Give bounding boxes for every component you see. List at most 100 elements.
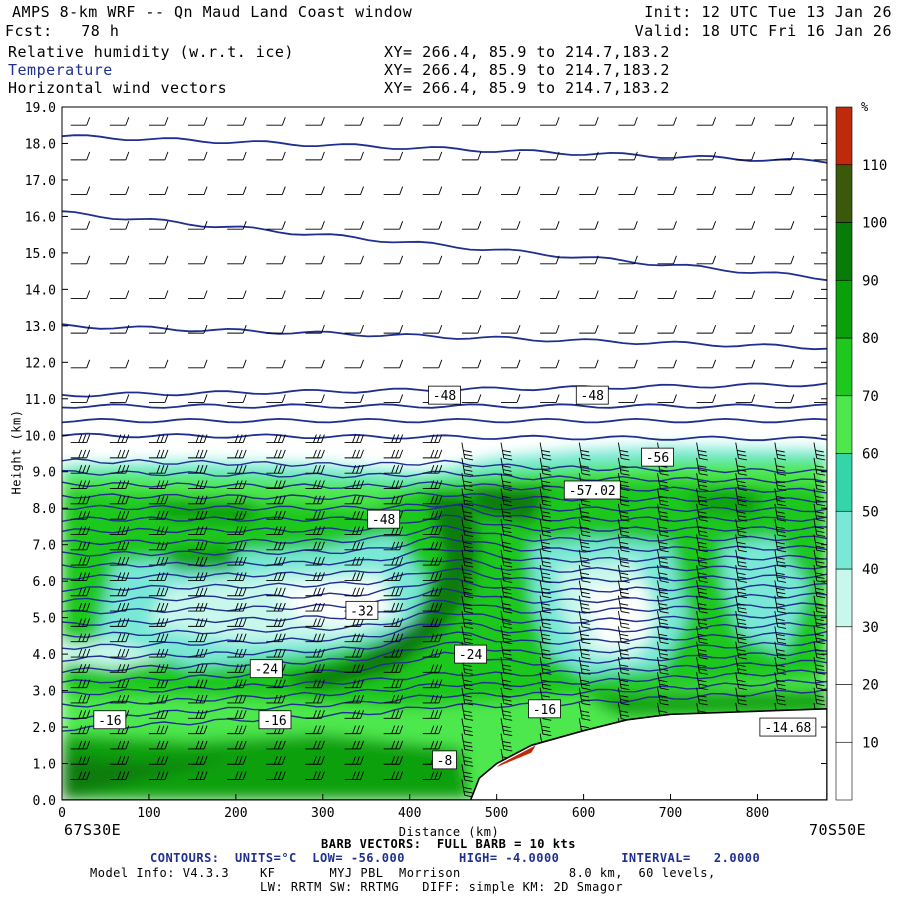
wind-barb	[422, 465, 443, 474]
wind-barb	[578, 519, 591, 537]
wind-barb	[696, 117, 717, 126]
wind-barb	[383, 556, 404, 566]
wind-barb	[266, 510, 286, 520]
wind-barb	[657, 610, 669, 629]
wind-barb	[148, 394, 169, 403]
wind-barb	[109, 117, 130, 126]
wind-barb	[696, 656, 708, 675]
wind-barb	[696, 290, 717, 299]
wind-barb	[696, 442, 708, 461]
wind-barb	[383, 771, 404, 781]
wind-barb	[383, 572, 404, 581]
wind-barb	[461, 394, 482, 403]
colorbar-box	[835, 568, 853, 628]
wind-barb	[344, 324, 364, 334]
wind-barb	[501, 290, 521, 299]
wind-barb	[422, 255, 443, 265]
wind-barb	[657, 290, 677, 299]
wind-barb	[227, 526, 247, 535]
wind-barb	[735, 641, 747, 660]
wind-barb	[266, 449, 286, 459]
temperature-contour	[62, 558, 827, 581]
wind-barb	[188, 290, 208, 299]
wind-barb	[70, 151, 91, 161]
wind-barb	[422, 771, 443, 781]
wind-barb	[461, 626, 474, 645]
wind-barb	[188, 710, 208, 719]
wind-barb	[148, 710, 169, 719]
wind-barb	[657, 394, 677, 403]
wind-barb	[813, 549, 826, 568]
wind-barb	[813, 332, 827, 334]
wind-barb	[696, 610, 708, 629]
wind-barb	[618, 290, 638, 299]
wind-barb	[109, 633, 130, 643]
wind-barb	[422, 526, 443, 535]
colorbar-label: 60	[862, 447, 879, 463]
contours-info: CONTOURS: UNITS=°C LOW= -56.000 HIGH= -4…	[150, 851, 761, 865]
wind-barb	[539, 519, 552, 537]
contour-label: -16	[533, 703, 556, 718]
wind-barb	[696, 672, 708, 691]
wind-barb	[578, 626, 591, 645]
temperature-contour	[62, 469, 827, 484]
colorbar-box	[835, 279, 853, 339]
y-tick-label: 14.0	[25, 283, 56, 298]
wind-barb	[500, 565, 513, 583]
wind-barb	[344, 587, 364, 597]
wind-barb	[266, 495, 286, 505]
colorbar-label: 50	[862, 504, 879, 520]
field-label-temperature: Temperature	[8, 61, 113, 79]
y-tick-label: 19.0	[25, 101, 56, 116]
wind-barb	[109, 434, 130, 444]
wind-barb	[501, 255, 521, 265]
wind-barb	[813, 565, 826, 583]
temperature-contour	[62, 524, 827, 546]
field-label-rh: Relative humidity (w.r.t. ice)	[8, 43, 294, 61]
contour-label: -24	[459, 648, 483, 663]
wind-barb	[109, 324, 130, 334]
wind-barb	[618, 324, 638, 334]
wind-barb	[227, 465, 247, 474]
terrain	[62, 707, 827, 800]
wind-barb	[188, 221, 208, 230]
wind-barb	[109, 480, 130, 489]
wind-barb	[227, 756, 247, 765]
contour-label-box	[641, 447, 674, 467]
rh-fill	[62, 446, 827, 800]
colorbar-box	[835, 510, 853, 570]
wind-barb	[735, 656, 747, 675]
wind-barb	[618, 255, 638, 265]
wind-barb	[188, 359, 208, 369]
wind-barb	[266, 290, 286, 299]
wind-barb	[813, 656, 826, 675]
wind-barb	[305, 725, 325, 735]
wind-barb	[305, 151, 325, 161]
terrain-profile	[62, 707, 827, 800]
wind-barb	[305, 602, 325, 612]
contour-label: -16	[98, 714, 121, 729]
wind-barb	[188, 394, 208, 403]
wind-barb	[539, 672, 552, 691]
wind-barb	[539, 442, 552, 461]
contour-label: -48	[433, 389, 456, 404]
wind-barb	[109, 221, 130, 230]
wind-barb	[461, 442, 474, 461]
wind-barb	[578, 702, 591, 721]
wind-barb	[70, 117, 91, 126]
wind-barb	[70, 526, 91, 535]
temperature-contour	[62, 323, 827, 351]
wind-barb	[461, 702, 474, 721]
wind-barb	[735, 359, 756, 369]
wind-barb	[579, 324, 599, 334]
wind-barb	[422, 221, 443, 230]
wind-barb	[344, 710, 364, 719]
left-endpoint: 67S30E	[64, 821, 122, 839]
wind-barb	[735, 519, 747, 537]
wind-barb	[617, 610, 630, 629]
wind-barb	[305, 480, 325, 489]
wind-barb	[461, 610, 474, 629]
model-info: Model Info: V4.3.3 KF MYJ PBL Morrison 8…	[90, 866, 716, 880]
wind-barb	[735, 221, 756, 230]
wind-barb	[227, 510, 247, 520]
